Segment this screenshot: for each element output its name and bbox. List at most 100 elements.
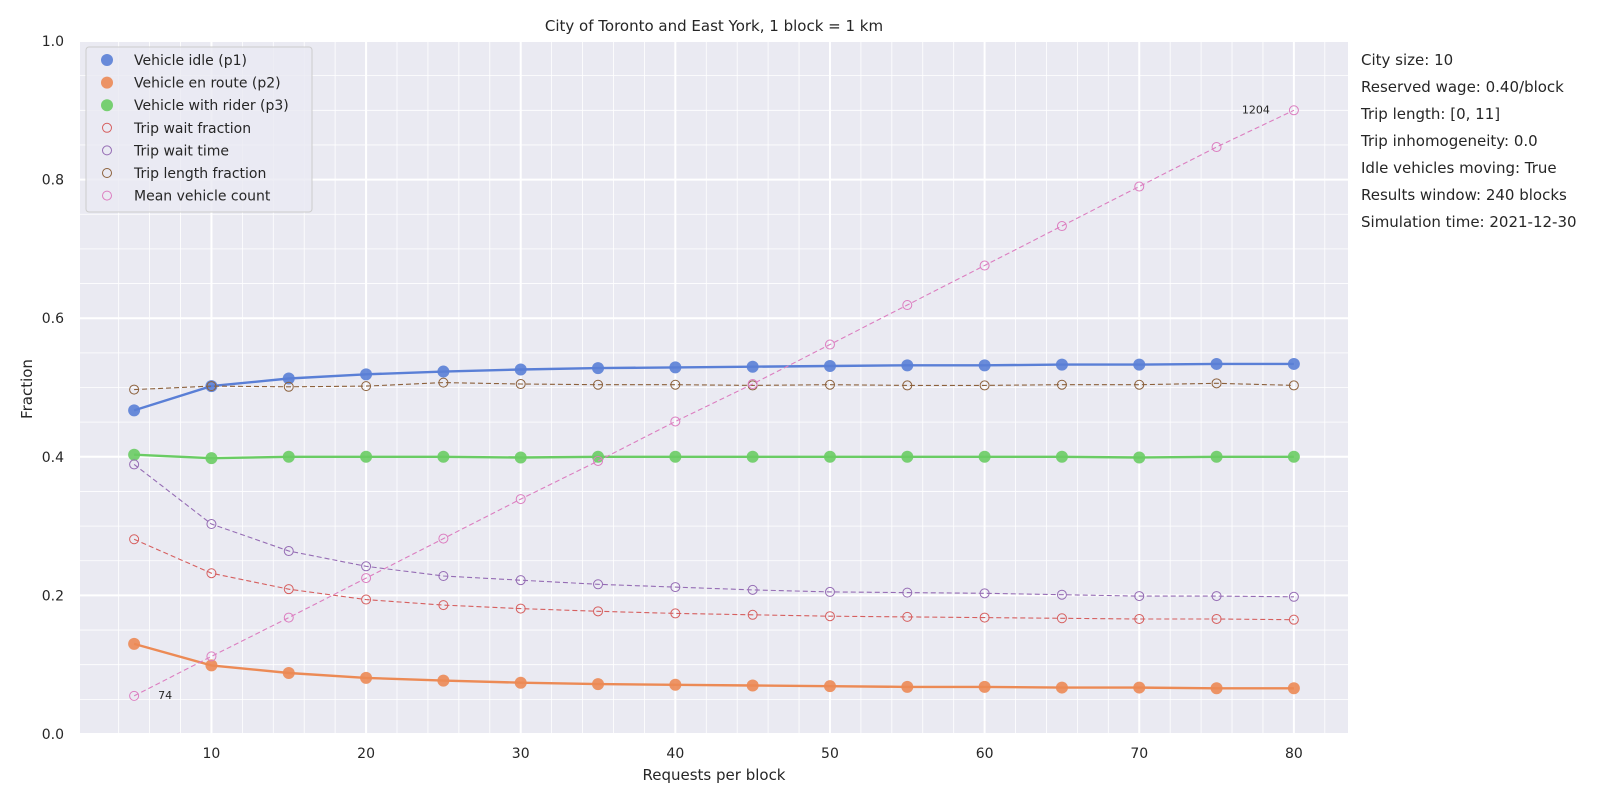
- data-point: [746, 450, 759, 463]
- data-point: [206, 381, 217, 392]
- data-point: [1287, 450, 1300, 463]
- data-point: [282, 450, 295, 463]
- data-point: [1210, 357, 1223, 370]
- data-point: [1055, 450, 1068, 463]
- data-point: [747, 609, 758, 620]
- data-point: [670, 582, 681, 593]
- data-point: [1056, 613, 1067, 624]
- series-4: [129, 534, 1299, 625]
- y-tick-label: 0.6: [42, 311, 64, 327]
- data-point: [1133, 681, 1146, 694]
- data-point: [593, 606, 604, 617]
- data-point: [1056, 221, 1067, 232]
- x-tick-label: 50: [821, 746, 839, 762]
- x-axis-label: Requests per block: [643, 766, 786, 784]
- chart-title: City of Toronto and East York, 1 block =…: [545, 17, 883, 35]
- data-point: [282, 372, 295, 385]
- data-point: [1211, 378, 1222, 389]
- data-point: [1288, 380, 1299, 391]
- data-point: [438, 600, 449, 611]
- data-point: [361, 573, 372, 584]
- x-tick-label: 40: [666, 746, 684, 762]
- data-point: [1134, 591, 1145, 602]
- data-point: [283, 381, 294, 392]
- data-point: [901, 680, 914, 693]
- data-point: [979, 612, 990, 623]
- data-point: [1210, 682, 1223, 695]
- data-point: [978, 359, 991, 372]
- data-point: [1056, 379, 1067, 390]
- data-point: [361, 381, 372, 392]
- data-point: [746, 360, 759, 373]
- data-point: [438, 533, 449, 544]
- data-point: [128, 448, 141, 461]
- data-point: [283, 612, 294, 623]
- data-point: [1288, 105, 1299, 116]
- data-point: [1134, 181, 1145, 192]
- data-point: [593, 579, 604, 590]
- legend-marker: [101, 54, 113, 66]
- data-point: [978, 680, 991, 693]
- data-point: [515, 494, 526, 505]
- data-point: [514, 451, 527, 464]
- x-tick-label: 80: [1285, 746, 1303, 762]
- side-panel-line: Simulation time: 2021-12-30: [1361, 213, 1577, 231]
- series-line: [133, 109, 1295, 697]
- data-point: [1211, 613, 1222, 624]
- x-tick-label: 20: [357, 746, 375, 762]
- series-1: [128, 357, 1300, 417]
- y-tick-label: 0.8: [42, 173, 64, 189]
- legend-label: Vehicle en route (p2): [134, 76, 281, 92]
- legend-marker: [102, 122, 112, 133]
- data-point: [824, 611, 835, 622]
- data-point: [438, 377, 449, 388]
- y-tick-label: 1.0: [42, 34, 64, 50]
- data-point: [205, 659, 218, 672]
- legend-marker: [102, 190, 112, 201]
- data-point: [823, 680, 836, 693]
- legend-frame: [85, 46, 313, 213]
- data-point: [902, 587, 913, 598]
- legend: Vehicle idle (p1) Vehicle en route (p2) Ve…: [85, 46, 313, 213]
- y-tick-label: 0.2: [42, 588, 64, 604]
- data-point: [437, 365, 450, 378]
- legend-label: Trip wait time: [133, 143, 229, 159]
- data-point: [1211, 142, 1222, 153]
- data-point: [593, 455, 604, 466]
- series-line: [134, 382, 1294, 391]
- series-3: [128, 448, 1300, 465]
- side-panel-line: Idle vehicles moving: True: [1361, 159, 1557, 177]
- side-panel-line: City size: 10: [1361, 51, 1454, 69]
- data-point: [283, 584, 294, 595]
- x-tick-label: 60: [976, 746, 994, 762]
- data-point: [824, 339, 835, 350]
- data-point: [437, 450, 450, 463]
- data-point: [1056, 589, 1067, 600]
- data-point: [360, 671, 373, 684]
- tick-labels: 10 20 30 40 50 60 70 80 0.0 0.2 0.4 0.6 0.8 1.0: [42, 34, 1303, 762]
- legend-label: Trip length fraction: [133, 166, 266, 182]
- x-tick-label: 10: [203, 746, 221, 762]
- data-point: [1134, 613, 1145, 624]
- data-point: [669, 678, 682, 691]
- data-point: [1133, 358, 1146, 371]
- series-6: [129, 377, 1299, 395]
- data-point: [1287, 682, 1300, 695]
- data-point: [128, 404, 141, 417]
- data-point: [205, 452, 218, 465]
- data-point: [593, 379, 604, 390]
- series-2: [128, 637, 1300, 695]
- data-point: [746, 679, 759, 692]
- data-point: [1287, 357, 1300, 370]
- data-point: [978, 450, 991, 463]
- series-line: [133, 362, 1294, 412]
- data-point: [1133, 451, 1146, 464]
- data-point: [592, 362, 605, 375]
- data-point: [360, 450, 373, 463]
- data-point: [206, 568, 217, 579]
- legend-marker: [102, 168, 112, 178]
- data-point: [437, 674, 450, 687]
- legend-label: Trip wait fraction: [133, 121, 251, 137]
- side-panel-line: Trip inhomogeneity: 0.0: [1361, 132, 1538, 150]
